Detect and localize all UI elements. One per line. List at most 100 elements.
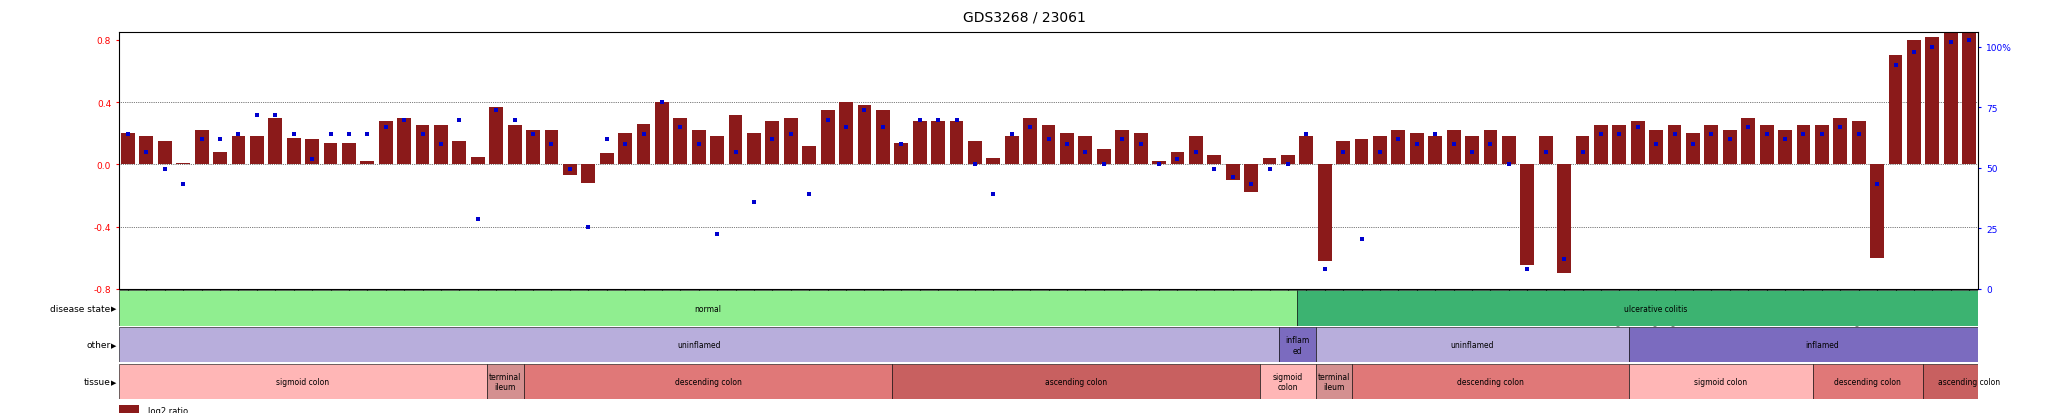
Bar bbox=[1098, 150, 1110, 165]
Point bbox=[829, 124, 862, 131]
Point bbox=[1327, 149, 1360, 156]
Point bbox=[1014, 124, 1047, 131]
Point bbox=[424, 142, 457, 148]
Point bbox=[1604, 132, 1636, 138]
Point bbox=[645, 100, 678, 106]
Point bbox=[1714, 137, 1747, 143]
Bar bbox=[1264, 159, 1276, 165]
Point bbox=[1622, 124, 1655, 131]
Text: inflam
ed: inflam ed bbox=[1284, 335, 1309, 355]
Point bbox=[1069, 149, 1102, 156]
Point bbox=[995, 132, 1028, 138]
Point bbox=[1180, 149, 1212, 156]
Bar bbox=[1593, 126, 1608, 165]
Point bbox=[1456, 149, 1489, 156]
Bar bbox=[1907, 41, 1921, 165]
Point bbox=[1161, 157, 1194, 163]
Bar bbox=[655, 103, 670, 165]
Bar bbox=[1538, 137, 1552, 165]
Point bbox=[922, 117, 954, 123]
Bar bbox=[526, 131, 541, 165]
Point bbox=[848, 107, 881, 114]
Point bbox=[184, 137, 217, 143]
Bar bbox=[1575, 137, 1589, 165]
Text: sigmoid colon: sigmoid colon bbox=[1694, 377, 1747, 386]
Bar bbox=[1042, 126, 1055, 165]
Bar bbox=[1352, 364, 1628, 399]
Bar bbox=[1815, 126, 1829, 165]
Text: uninflamed: uninflamed bbox=[1450, 341, 1493, 349]
Bar bbox=[1628, 328, 2015, 363]
Point bbox=[1051, 142, 1083, 148]
Bar bbox=[1628, 364, 1812, 399]
Point bbox=[1530, 149, 1563, 156]
Text: tissue: tissue bbox=[84, 377, 111, 386]
Point bbox=[276, 132, 309, 138]
Point bbox=[737, 199, 770, 206]
Bar bbox=[471, 157, 485, 165]
Bar bbox=[1208, 156, 1221, 165]
Point bbox=[553, 166, 586, 173]
Bar bbox=[1298, 137, 1313, 165]
Bar bbox=[618, 134, 633, 165]
Point bbox=[1143, 161, 1176, 168]
Bar bbox=[1171, 152, 1184, 165]
Bar bbox=[1962, 25, 1976, 165]
Bar bbox=[1282, 156, 1294, 165]
Bar bbox=[434, 126, 449, 165]
Bar bbox=[1354, 140, 1368, 165]
Bar bbox=[1612, 126, 1626, 165]
Point bbox=[203, 137, 236, 143]
Bar bbox=[1464, 137, 1479, 165]
Text: disease state: disease state bbox=[51, 304, 111, 313]
Bar bbox=[1501, 137, 1516, 165]
Bar bbox=[1315, 364, 1352, 399]
Point bbox=[1511, 266, 1544, 273]
Bar bbox=[158, 142, 172, 165]
Point bbox=[1475, 142, 1507, 148]
Point bbox=[332, 132, 365, 138]
Text: inflamed: inflamed bbox=[1804, 341, 1839, 349]
Point bbox=[1917, 45, 1950, 52]
Bar bbox=[250, 137, 264, 165]
Point bbox=[1640, 142, 1673, 148]
Text: normal: normal bbox=[694, 304, 721, 313]
Point bbox=[1419, 132, 1452, 138]
Bar bbox=[1556, 165, 1571, 273]
Point bbox=[811, 117, 844, 123]
Point bbox=[590, 137, 623, 143]
Bar bbox=[139, 137, 154, 165]
Bar bbox=[342, 143, 356, 165]
Bar bbox=[877, 111, 889, 165]
Point bbox=[774, 132, 807, 138]
Bar bbox=[545, 131, 559, 165]
Text: terminal
ileum: terminal ileum bbox=[489, 372, 522, 392]
Point bbox=[295, 157, 328, 163]
Bar bbox=[268, 119, 283, 165]
Bar bbox=[360, 162, 375, 165]
Point bbox=[1862, 181, 1894, 188]
Bar bbox=[231, 137, 246, 165]
Bar bbox=[1520, 165, 1534, 266]
Bar bbox=[1315, 328, 1628, 363]
Point bbox=[719, 149, 752, 156]
Point bbox=[1696, 132, 1729, 138]
Bar bbox=[119, 405, 139, 413]
Bar bbox=[305, 140, 319, 165]
Bar bbox=[508, 126, 522, 165]
Text: sigmoid
colon: sigmoid colon bbox=[1272, 372, 1303, 392]
Bar bbox=[1888, 56, 1903, 165]
Bar bbox=[176, 164, 190, 165]
Bar bbox=[1061, 134, 1073, 165]
Point bbox=[535, 142, 567, 148]
Bar bbox=[1335, 142, 1350, 165]
Bar bbox=[1006, 137, 1018, 165]
Bar bbox=[1317, 165, 1331, 261]
Point bbox=[1124, 142, 1157, 148]
Bar bbox=[1722, 131, 1737, 165]
Bar bbox=[453, 142, 467, 165]
Point bbox=[387, 117, 420, 123]
Point bbox=[1898, 50, 1931, 57]
Point bbox=[1769, 137, 1802, 143]
Point bbox=[1806, 132, 1839, 138]
